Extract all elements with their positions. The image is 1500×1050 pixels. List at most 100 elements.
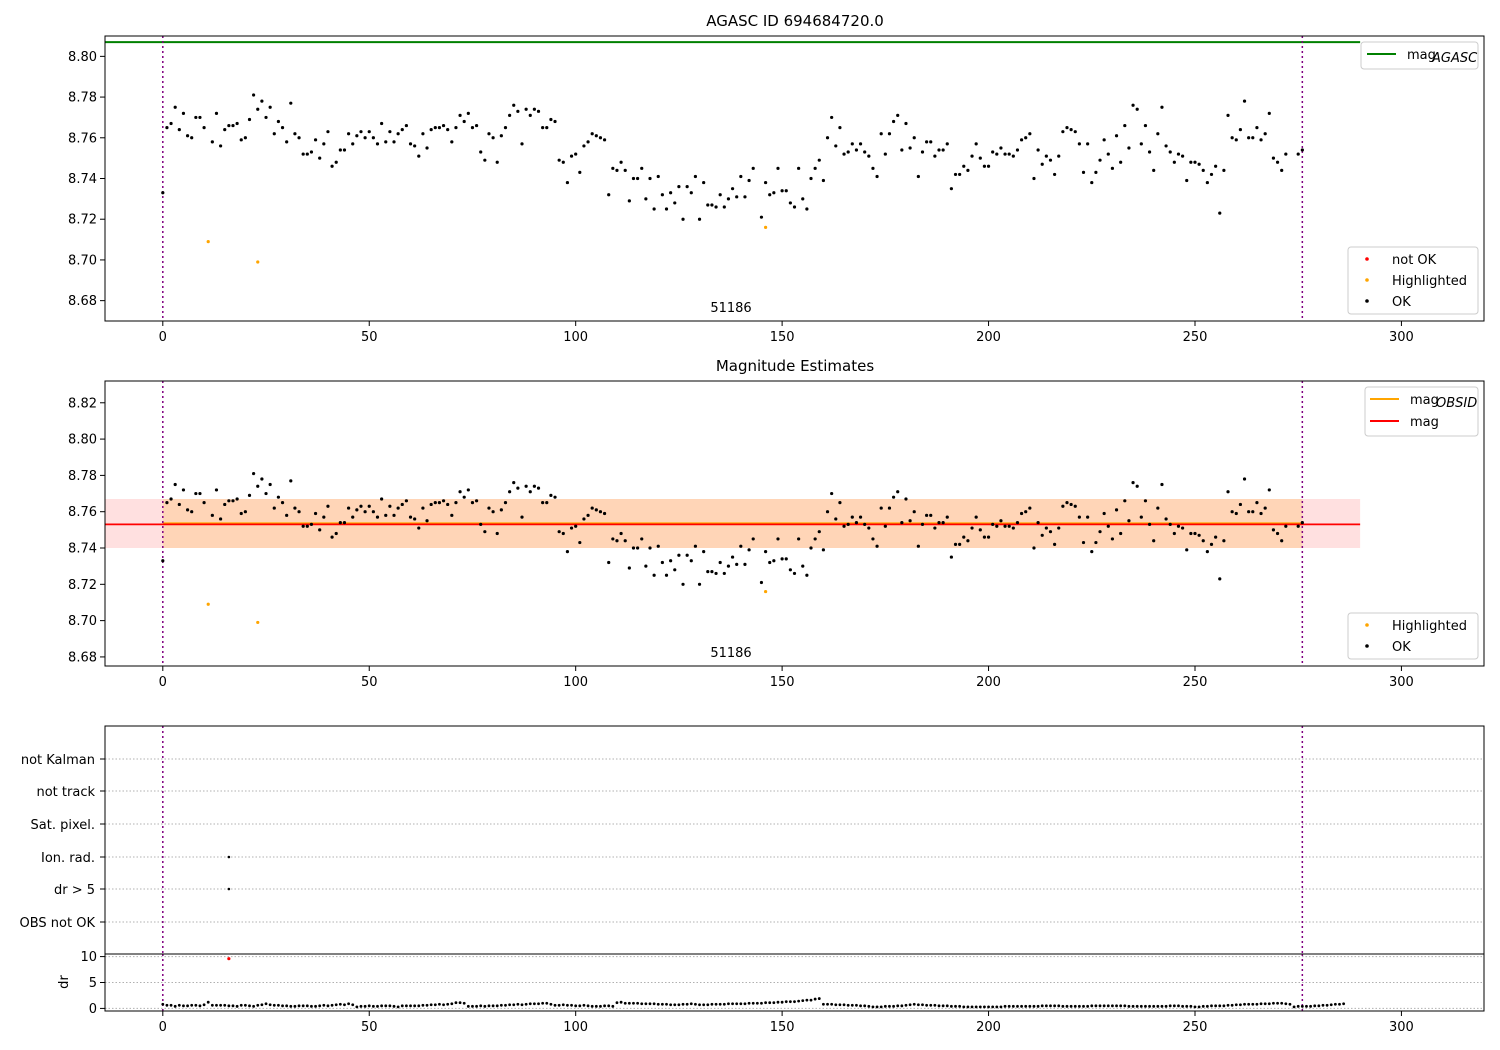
panel1-obsid-label: 51186 (710, 301, 751, 316)
dr-point (314, 1004, 317, 1008)
dr-point (409, 1004, 412, 1008)
dr-point (347, 1002, 350, 1006)
ok-point (607, 193, 611, 197)
ok-point (565, 550, 570, 554)
flag-point (227, 887, 231, 891)
dr-point (1115, 1004, 1118, 1008)
dr-point (1325, 1003, 1329, 1007)
dr-point (384, 1004, 388, 1008)
p2-ytick-label: 8.82 (68, 396, 97, 411)
dr-point (557, 1003, 561, 1007)
dr-point (363, 1004, 367, 1008)
ok-point (256, 107, 260, 111)
dr-point (751, 1001, 755, 1005)
ok-point (520, 142, 524, 146)
dr-point (1288, 1002, 1292, 1006)
dr-point (334, 1003, 338, 1007)
ok-point (974, 515, 978, 519)
highlighted-point (256, 260, 260, 264)
dr-point (512, 1003, 516, 1007)
ok-point (165, 501, 169, 505)
ok-point (1065, 501, 1069, 505)
ok-point (648, 546, 652, 550)
dr-point (999, 1005, 1003, 1009)
ok-point (623, 539, 627, 543)
ok-point (173, 105, 177, 109)
flag-category-label: not track (36, 785, 95, 800)
p4-ytick-label: 10 (80, 950, 97, 965)
dr-point (1098, 1004, 1102, 1008)
ok-point (1168, 522, 1172, 527)
ok-point (338, 148, 342, 152)
ok-point (495, 160, 499, 164)
ok-point (842, 152, 846, 156)
ok-point (165, 126, 169, 130)
dr-point (1280, 1001, 1284, 1005)
ok-point (499, 134, 503, 138)
ok-point (264, 491, 268, 496)
ok-point (830, 491, 834, 496)
dr-point (590, 1004, 594, 1008)
ok-point (388, 130, 392, 134)
ok-point (1172, 160, 1176, 164)
ok-point (846, 150, 850, 154)
ok-point (1015, 148, 1020, 152)
ok-point (995, 152, 999, 156)
ok-point (235, 497, 239, 501)
dr-point (594, 1004, 598, 1008)
dr-point (780, 1000, 784, 1004)
ok-point (1214, 535, 1218, 539)
ok-point (1226, 490, 1230, 494)
ok-point (1238, 128, 1243, 132)
dr-point (718, 1002, 722, 1006)
ok-point (945, 515, 949, 519)
dr-point (289, 1004, 293, 1008)
dr-point (1267, 1002, 1271, 1006)
dr-point (578, 1004, 582, 1008)
dr-point (1172, 1004, 1176, 1008)
ok-point (1263, 132, 1267, 136)
ok-point (1094, 170, 1098, 174)
dr-point (1065, 1004, 1069, 1008)
dr-point (161, 1002, 165, 1006)
dr-point (1069, 1004, 1073, 1008)
ok-point (252, 93, 256, 97)
ok-point (330, 164, 334, 168)
ok-point (301, 152, 305, 156)
ok-point (499, 508, 503, 512)
dr-point (1131, 1004, 1135, 1008)
dr-point (524, 1002, 528, 1006)
ok-point (660, 560, 664, 565)
ok-point (400, 128, 404, 132)
legend-marker (1365, 278, 1369, 282)
ok-point (330, 535, 334, 539)
ok-point (1164, 517, 1168, 521)
ok-point (363, 510, 367, 514)
ok-point (685, 185, 689, 189)
ok-point (644, 564, 648, 568)
ok-point (318, 528, 322, 532)
ok-point (735, 195, 739, 199)
dr-point (1144, 1004, 1147, 1008)
ok-point (169, 497, 173, 501)
dr-point (698, 1003, 701, 1007)
dr-point (1086, 1004, 1090, 1008)
ok-point (615, 539, 619, 543)
dr-point (1032, 1004, 1036, 1008)
dr-point (404, 1004, 408, 1008)
dr-point (1181, 1004, 1185, 1008)
ok-point (569, 154, 574, 158)
ok-point (883, 524, 887, 528)
dr-point (958, 1004, 962, 1008)
dr-point (760, 1001, 763, 1005)
p3-frame (104, 725, 1485, 955)
dr-point (937, 1004, 941, 1008)
ok-point (1040, 533, 1044, 537)
dr-point (1276, 1001, 1279, 1005)
ok-point (380, 497, 384, 501)
ok-point (392, 513, 396, 517)
ok-point (958, 542, 962, 546)
ok-point (677, 553, 681, 557)
dr-point (1040, 1004, 1044, 1008)
dr-point (182, 1004, 185, 1008)
